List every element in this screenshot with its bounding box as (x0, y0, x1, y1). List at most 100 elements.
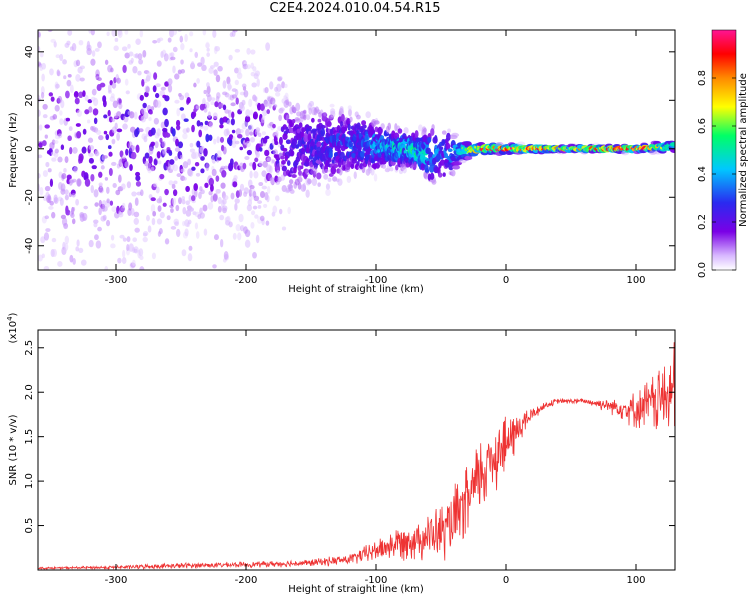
heat-cell (243, 90, 249, 98)
heat-cell (122, 237, 127, 242)
heat-cell (317, 182, 321, 187)
heat-cell (88, 152, 94, 157)
y-tick-label: -20 (24, 189, 35, 205)
heat-cell (232, 232, 237, 240)
heat-cell (264, 86, 269, 94)
heat-cell (432, 154, 436, 159)
heat-cell (422, 127, 427, 133)
heat-cell (38, 142, 43, 148)
heat-cell (432, 136, 438, 144)
heat-cell (234, 67, 239, 74)
heat-cell (78, 91, 84, 99)
heat-cell (133, 217, 139, 225)
heat-cell (48, 205, 54, 210)
heat-cell (134, 197, 139, 207)
heat-cell (418, 124, 423, 132)
heat-cell (117, 30, 123, 38)
heat-cell (116, 128, 123, 133)
heat-cell (60, 144, 65, 151)
heat-cell (277, 76, 283, 81)
heat-cell (105, 133, 110, 141)
heat-cell (370, 168, 375, 176)
heat-cell (159, 173, 165, 180)
heat-cell (175, 304, 180, 309)
colorbar: 0.0 0.2 0.4 0.6 0.8 Normalized spectral ampl… (697, 29, 749, 278)
heat-cell (239, 183, 245, 192)
heat-cell (118, 102, 123, 110)
snr-y-axis: 0.5 1.0 1.5 2.0 2.5 (24, 340, 675, 534)
heat-cell (54, 274, 58, 278)
heat-cell (88, 30, 92, 34)
heat-cell (157, 160, 162, 165)
heat-cell (343, 126, 348, 132)
heat-cell (174, 156, 178, 161)
heat-cell (431, 179, 437, 185)
heat-cell (102, 205, 108, 212)
heat-cell (230, 102, 236, 107)
heat-cell (143, 112, 149, 120)
heat-cell (81, 146, 87, 154)
heat-cell (254, 157, 259, 163)
heat-cell (95, 69, 100, 78)
heat-cell (191, 124, 195, 133)
heat-cell (283, 171, 287, 177)
heat-cell (79, 77, 85, 82)
heat-cell (172, 65, 176, 74)
heat-cell (249, 170, 253, 179)
heat-cell (193, 82, 197, 88)
heat-cell (203, 125, 209, 131)
heat-cell (275, 130, 279, 138)
heat-cell (49, 68, 54, 76)
heat-cell (230, 118, 235, 126)
heat-cell (54, 148, 59, 154)
heat-cell (175, 204, 180, 212)
heat-cell (253, 171, 259, 179)
heat-cell (163, 53, 169, 62)
heat-cell (75, 59, 81, 67)
heat-cell (189, 31, 194, 37)
heat-cell (138, 59, 144, 65)
heat-cell (135, 180, 142, 187)
heat-cell (199, 125, 204, 129)
heat-cell (122, 123, 128, 130)
heat-cell (111, 82, 117, 89)
heat-cell (134, 227, 140, 233)
heat-cell (261, 170, 267, 178)
heat-cell (155, 83, 161, 88)
heat-cell (153, 117, 159, 125)
heat-cell (177, 30, 182, 32)
heat-cell (162, 202, 167, 207)
heat-cell (424, 164, 429, 173)
colorbar-label: Normalized spectral amplitude (738, 73, 749, 227)
heat-cell (52, 248, 57, 258)
heat-cell (153, 158, 158, 166)
heat-cell (381, 163, 387, 169)
heat-cell (176, 173, 182, 178)
heat-cell (109, 96, 116, 102)
heat-cell (184, 33, 188, 43)
heat-cell (98, 135, 104, 141)
heat-cell (255, 151, 260, 157)
heat-cell (64, 235, 70, 245)
heat-cell (42, 103, 48, 110)
heat-cell (325, 183, 330, 191)
heat-cell (161, 140, 166, 148)
heat-cell (223, 251, 229, 260)
heat-cell (51, 139, 56, 145)
heat-cell (182, 207, 187, 215)
heat-cell (88, 144, 95, 151)
heat-cell (239, 104, 245, 112)
heat-cell (169, 271, 173, 279)
heat-cell (188, 194, 192, 202)
heat-cell (222, 80, 227, 89)
heat-cell (54, 140, 59, 145)
heat-cell (90, 30, 95, 36)
heat-cell (395, 164, 399, 171)
heat-cell (121, 46, 128, 52)
heat-cell (148, 116, 152, 122)
heat-cell (220, 182, 226, 189)
heat-cell (202, 98, 206, 106)
heat-cell (130, 57, 134, 64)
heat-cell (158, 228, 163, 235)
heat-cell (311, 177, 318, 187)
